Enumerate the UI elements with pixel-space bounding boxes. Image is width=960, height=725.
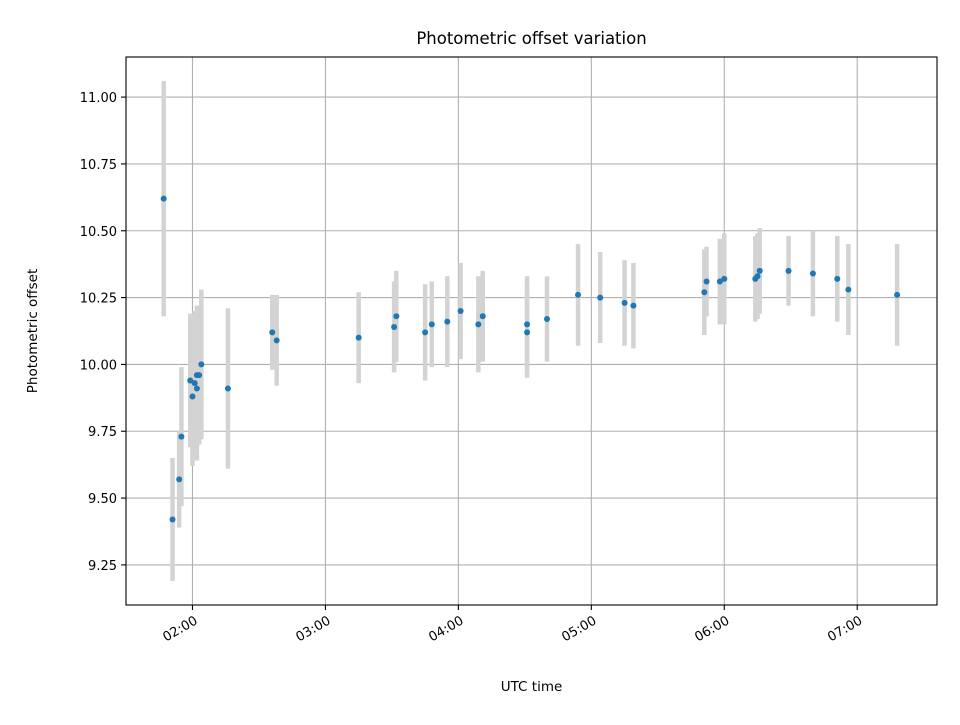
data-point bbox=[176, 476, 183, 483]
data-point bbox=[479, 313, 486, 320]
data-point bbox=[544, 315, 551, 322]
y-axis-label: Photometric offset bbox=[25, 269, 41, 393]
data-point bbox=[355, 334, 362, 341]
data-point bbox=[273, 337, 280, 344]
data-point bbox=[475, 321, 482, 328]
data-point bbox=[196, 372, 203, 379]
data-point bbox=[716, 278, 723, 285]
data-point bbox=[457, 307, 464, 314]
y-tick-label: 10.25 bbox=[80, 292, 117, 307]
data-point bbox=[193, 385, 200, 392]
x-axis-label: UTC time bbox=[501, 679, 563, 695]
chart-title: Photometric offset variation bbox=[416, 29, 646, 48]
data-point bbox=[269, 329, 276, 336]
data-point bbox=[703, 278, 710, 285]
data-point bbox=[575, 291, 582, 298]
data-point bbox=[444, 318, 451, 325]
y-tick-label: 9.75 bbox=[88, 425, 117, 440]
data-point bbox=[754, 273, 761, 280]
data-point bbox=[721, 275, 728, 282]
data-point bbox=[597, 294, 604, 301]
data-point bbox=[198, 361, 205, 368]
y-tick-label: 9.50 bbox=[88, 492, 117, 507]
data-point bbox=[756, 267, 763, 274]
data-point bbox=[621, 299, 628, 306]
y-tick-label: 11.00 bbox=[80, 91, 117, 106]
point-layer bbox=[160, 195, 901, 523]
y-tick-label: 10.50 bbox=[80, 225, 117, 240]
data-point bbox=[785, 267, 792, 274]
data-point bbox=[894, 291, 901, 298]
data-point bbox=[178, 433, 185, 440]
data-point bbox=[189, 393, 196, 400]
data-point bbox=[422, 329, 429, 336]
data-point bbox=[393, 313, 400, 320]
data-point bbox=[391, 323, 398, 330]
data-point bbox=[160, 195, 167, 202]
data-point bbox=[809, 270, 816, 277]
y-tick-label: 10.75 bbox=[80, 158, 117, 173]
y-tick-label: 10.00 bbox=[80, 358, 117, 373]
data-point bbox=[845, 286, 852, 293]
data-point bbox=[428, 321, 435, 328]
data-point bbox=[187, 377, 194, 384]
data-point bbox=[701, 289, 708, 296]
data-point bbox=[524, 329, 531, 336]
data-point bbox=[169, 516, 176, 523]
data-point bbox=[224, 385, 231, 392]
y-tick-label: 9.25 bbox=[88, 559, 117, 574]
plot-frame bbox=[125, 56, 938, 606]
data-point bbox=[191, 380, 198, 387]
data-point bbox=[524, 321, 531, 328]
data-point bbox=[630, 302, 637, 309]
data-point bbox=[834, 275, 841, 282]
